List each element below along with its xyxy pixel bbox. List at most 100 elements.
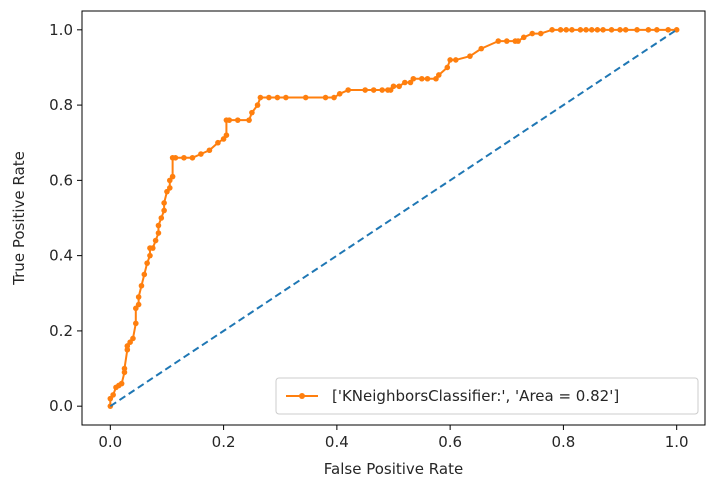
- roc-point-marker: [419, 75, 425, 82]
- roc-point-marker: [577, 27, 584, 33]
- roc-point-marker: [322, 94, 329, 101]
- roc-point-marker: [206, 147, 213, 154]
- roc-point-marker: [166, 185, 173, 191]
- roc-point-marker: [608, 27, 615, 33]
- roc-point-marker: [594, 27, 601, 33]
- roc-point-marker: [189, 154, 196, 161]
- roc-point-marker: [158, 215, 165, 221]
- roc-point-marker: [600, 27, 606, 33]
- axes-frame: [81, 10, 706, 426]
- roc-point-marker: [246, 117, 252, 123]
- roc-point-marker: [331, 94, 337, 101]
- legend: ['KNeighborsClassifier:', 'Area = 0.82']: [275, 377, 699, 415]
- roc-point-marker: [336, 91, 343, 97]
- roc-point-marker: [520, 34, 527, 41]
- y-tick-label: 0.2: [49, 322, 73, 340]
- roc-point-marker: [135, 294, 142, 300]
- roc-point-marker: [673, 27, 680, 33]
- roc-point-marker: [110, 392, 116, 398]
- roc-point-marker: [467, 53, 473, 59]
- roc-point-marker: [453, 57, 459, 63]
- roc-point-marker: [133, 320, 139, 327]
- roc-point-marker: [617, 27, 623, 33]
- y-tick-label: 0.8: [49, 96, 73, 114]
- roc-point-marker: [402, 79, 408, 86]
- roc-point-marker: [515, 38, 521, 44]
- roc-point-marker: [665, 27, 671, 33]
- roc-point-marker: [634, 27, 640, 33]
- roc-point-marker: [447, 57, 453, 63]
- roc-point-marker: [169, 173, 176, 180]
- y-tick-label: 0.0: [49, 397, 73, 415]
- roc-point-marker: [138, 282, 145, 289]
- roc-point-marker: [152, 237, 159, 244]
- y-tick-label: 1.0: [49, 21, 73, 39]
- roc-point-marker: [549, 27, 555, 33]
- legend-box: [275, 377, 699, 415]
- roc-point-marker: [254, 102, 261, 108]
- x-tick-label: 0.6: [438, 433, 462, 451]
- roc-point-marker: [503, 38, 510, 44]
- roc-point-marker: [302, 94, 309, 101]
- x-tick-label: 0.4: [325, 433, 349, 451]
- x-tick-label: 1.0: [665, 433, 689, 451]
- roc-point-marker: [135, 301, 142, 308]
- y-axis-label: True Positive Rate: [10, 151, 28, 286]
- roc-point-marker: [141, 271, 148, 278]
- roc-point-marker: [529, 30, 536, 37]
- roc-point-marker: [144, 260, 150, 266]
- roc-point-marker: [396, 83, 402, 90]
- roc-point-marker: [274, 94, 281, 101]
- roc-point-marker: [121, 365, 128, 372]
- ticks-layer: 0.0 0.2 0.4 0.6 0.8 1.0 0.0 0.2 0.4 0.6 0.8 1.0: [49, 21, 688, 451]
- x-tick-label: 0.2: [212, 433, 236, 451]
- roc-point-marker: [130, 335, 136, 342]
- x-tick-label: 0.0: [98, 433, 122, 451]
- roc-point-marker: [370, 87, 377, 93]
- roc-point-marker: [569, 27, 575, 33]
- roc-point-marker: [362, 87, 368, 93]
- plot-area: [81, 10, 706, 426]
- roc-point-marker: [390, 83, 397, 90]
- roc-point-marker: [557, 27, 564, 33]
- roc-point-marker: [622, 27, 629, 33]
- roc-point-marker: [645, 27, 652, 33]
- roc-point-marker: [257, 94, 264, 101]
- roc-point-marker: [161, 207, 167, 214]
- roc-point-marker: [161, 200, 167, 206]
- roc-point-marker: [147, 252, 153, 259]
- x-tick-label: 0.8: [551, 433, 575, 451]
- roc-point-marker: [181, 154, 187, 161]
- roc-point-marker: [444, 64, 451, 71]
- roc-point-marker: [478, 45, 485, 52]
- roc-point-marker: [155, 222, 162, 229]
- series-layer: [107, 27, 680, 409]
- chance-diagonal-line: [109, 28, 678, 408]
- roc-point-marker: [583, 27, 589, 33]
- roc-point-marker: [410, 75, 417, 82]
- roc-point-marker: [226, 117, 233, 123]
- roc-point-marker: [266, 94, 272, 101]
- roc-point-marker: [172, 154, 179, 161]
- roc-point-marker: [424, 75, 431, 82]
- roc-point-marker: [436, 72, 442, 78]
- roc-point-marker: [495, 38, 502, 44]
- y-tick-label: 0.4: [49, 247, 73, 265]
- roc-point-marker: [537, 30, 544, 37]
- roc-point-marker: [149, 245, 156, 251]
- roc-point-marker: [249, 109, 255, 116]
- roc-point-marker: [234, 117, 241, 123]
- roc-point-marker: [118, 380, 125, 387]
- roc-point-marker: [588, 27, 595, 33]
- roc-point-marker: [198, 151, 204, 157]
- x-axis-label: False Positive Rate: [324, 460, 463, 478]
- roc-point-marker: [283, 94, 289, 101]
- roc-point-marker: [379, 87, 385, 93]
- roc-point-marker: [563, 27, 570, 33]
- legend-marker-swatch: [299, 393, 305, 399]
- roc-point-marker: [654, 27, 660, 33]
- roc-point-marker: [345, 87, 351, 93]
- roc-point-marker: [155, 230, 162, 236]
- roc-point-marker: [223, 132, 230, 138]
